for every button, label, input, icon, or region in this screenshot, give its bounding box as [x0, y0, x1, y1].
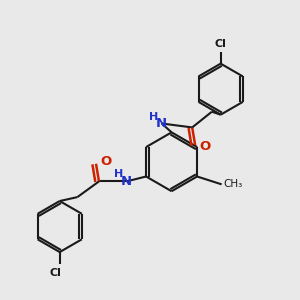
Text: O: O: [100, 155, 112, 168]
Text: N: N: [156, 117, 167, 130]
Text: O: O: [199, 140, 211, 153]
Text: Cl: Cl: [215, 39, 226, 49]
Text: N: N: [121, 175, 132, 188]
Text: Cl: Cl: [50, 268, 62, 278]
Text: H: H: [114, 169, 123, 178]
Text: H: H: [149, 112, 159, 122]
Text: CH₃: CH₃: [224, 179, 243, 189]
